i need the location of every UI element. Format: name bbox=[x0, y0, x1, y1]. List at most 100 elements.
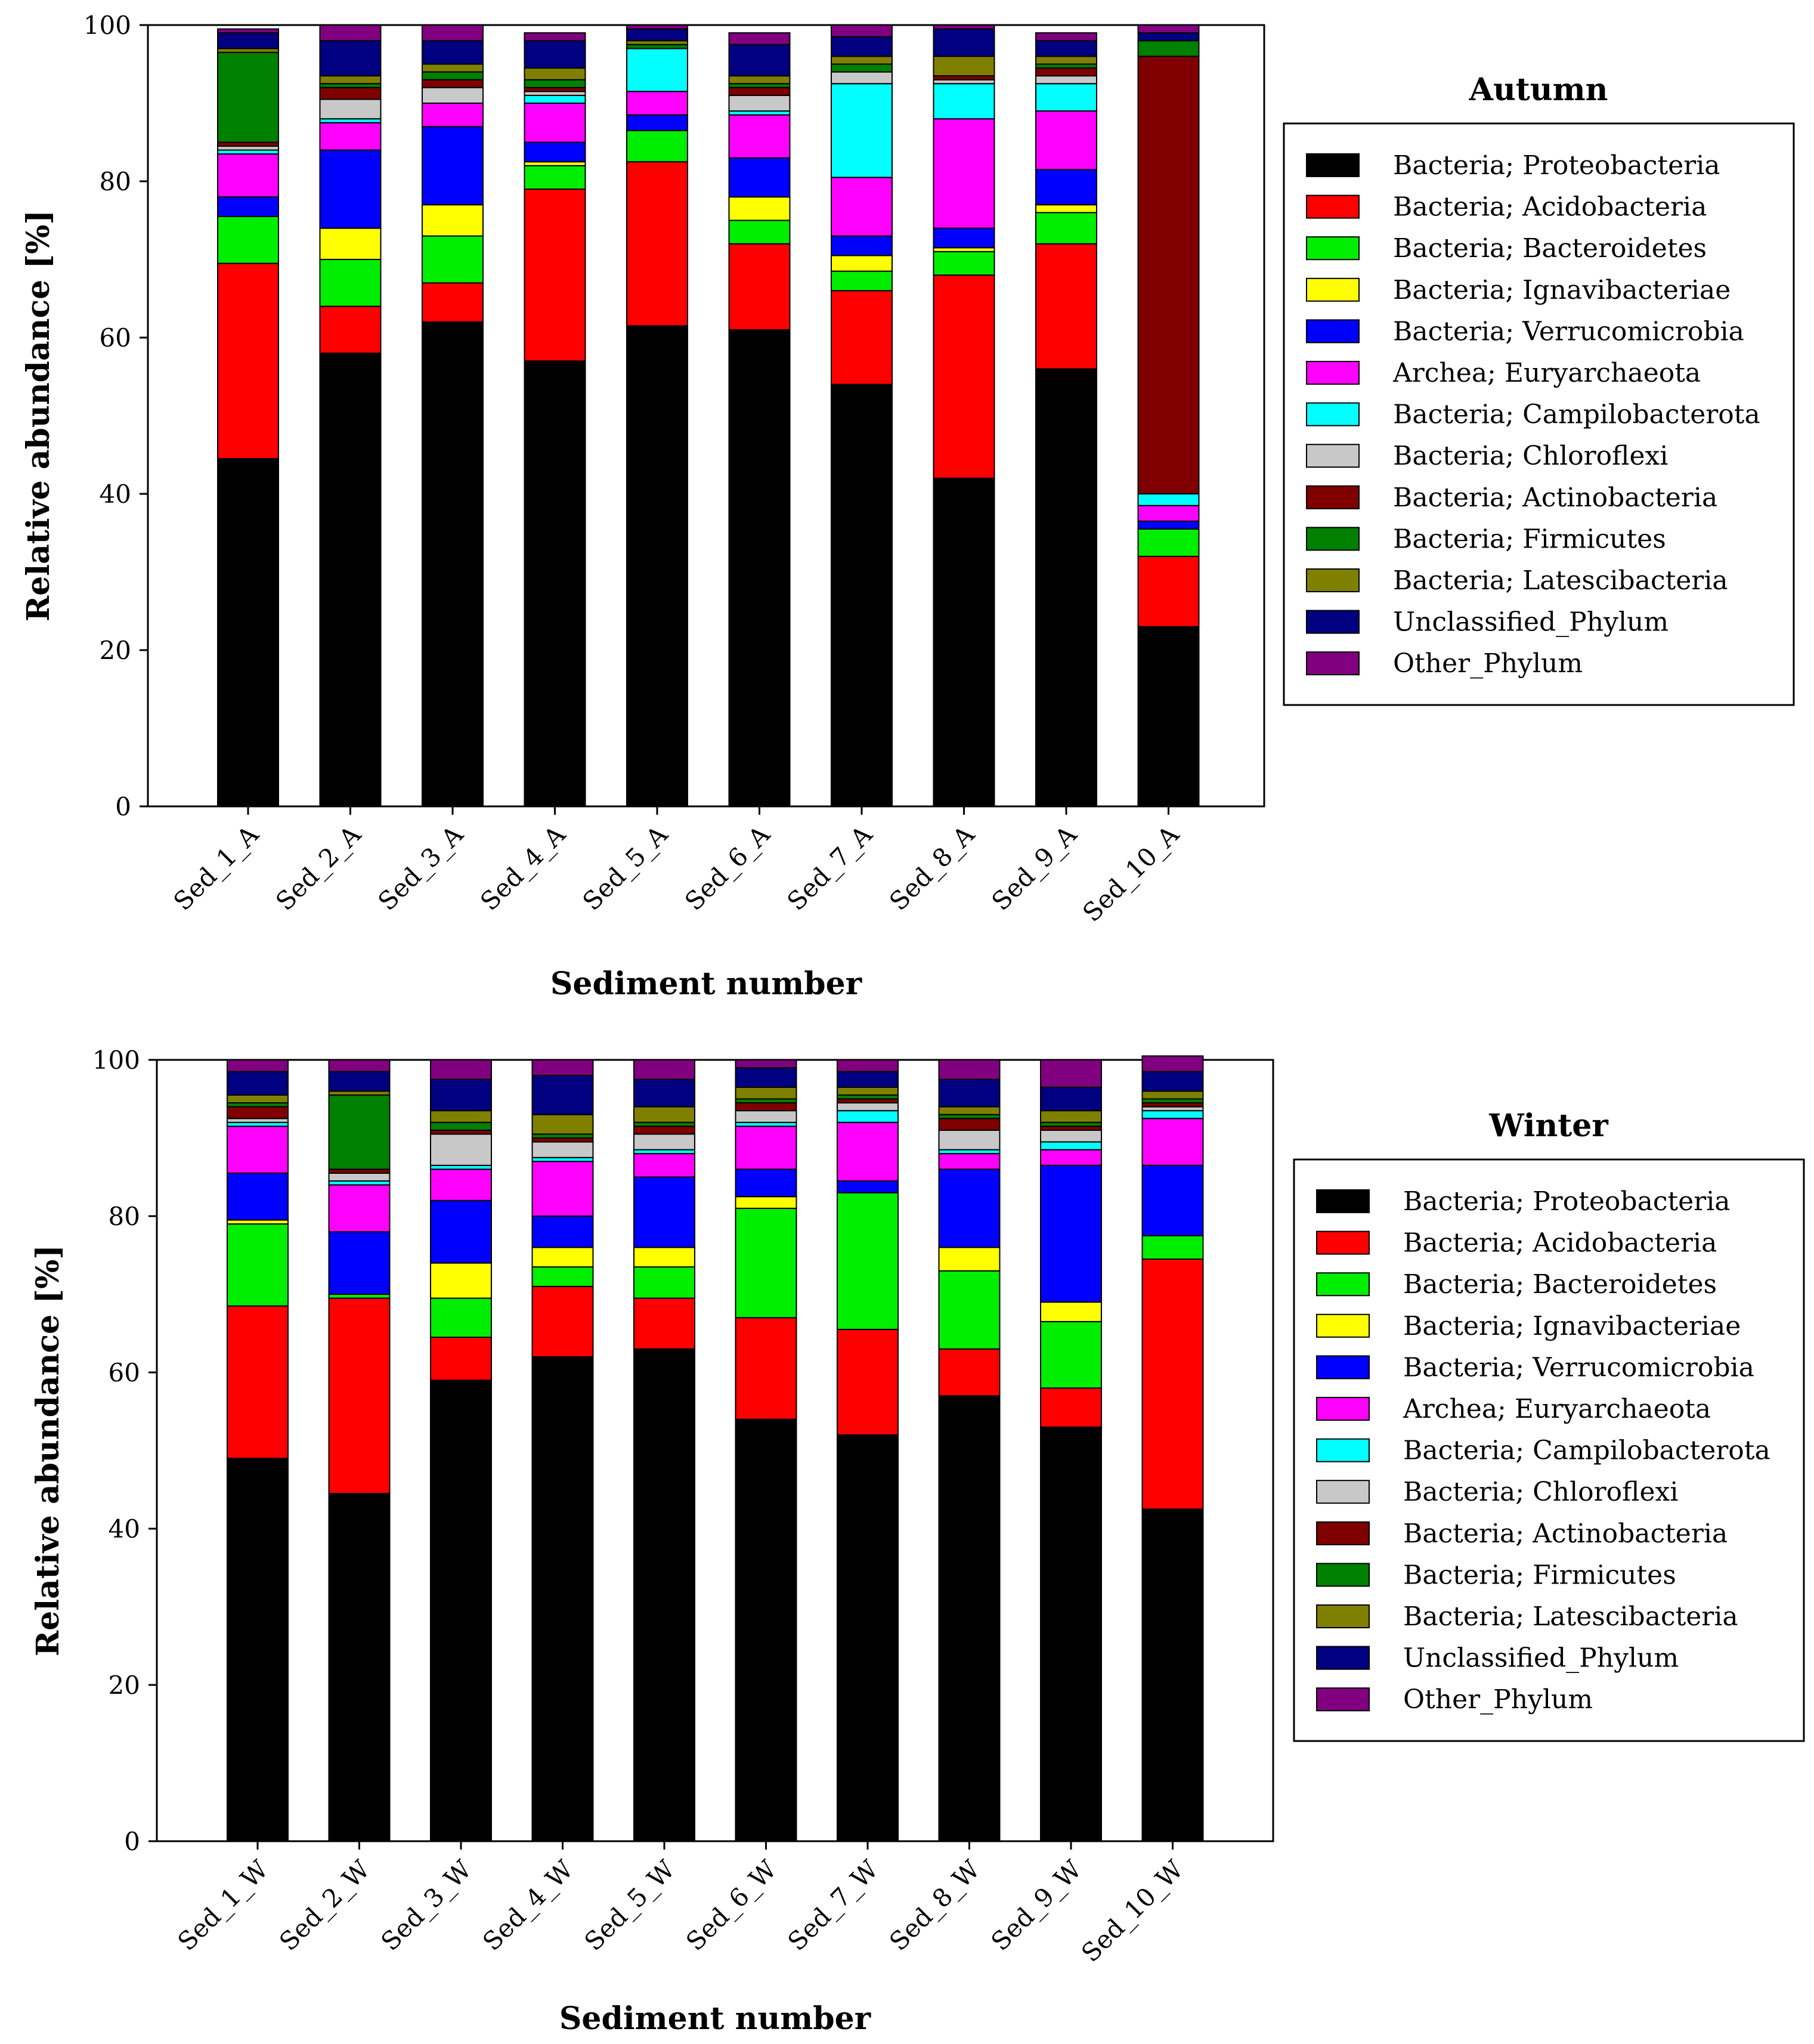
legend-swatch bbox=[1306, 236, 1360, 261]
bar-segment bbox=[217, 458, 279, 807]
bar-segment bbox=[633, 1106, 695, 1123]
legend-title: Autumn bbox=[1469, 72, 1608, 108]
bar-segment bbox=[227, 1172, 289, 1221]
bar-segment bbox=[328, 1172, 391, 1182]
bar-segment bbox=[531, 1059, 594, 1077]
plot-frame bbox=[147, 24, 1265, 808]
legend-entry: Bacteria; Ignavibacteriae bbox=[1393, 275, 1731, 305]
bar-segment bbox=[938, 1153, 1001, 1170]
bar-segment bbox=[633, 1153, 695, 1178]
legend-entry: Bacteria; Chloroflexi bbox=[1403, 1477, 1678, 1507]
bar-segment bbox=[735, 1168, 797, 1198]
bar-segment bbox=[728, 196, 791, 221]
bar-segment bbox=[422, 40, 484, 65]
bar-segment bbox=[735, 1067, 797, 1088]
bar-segment bbox=[938, 1059, 1001, 1080]
legend-swatch bbox=[1306, 194, 1360, 219]
y-tick-label: 100 bbox=[83, 11, 131, 40]
bar-segment bbox=[430, 1059, 492, 1080]
bar-segment bbox=[422, 321, 484, 807]
bar-segment bbox=[430, 1297, 492, 1338]
bar-segment bbox=[328, 1071, 391, 1092]
bar-segment bbox=[831, 55, 893, 65]
legend-entry: Bacteria; Chloroflexi bbox=[1393, 441, 1668, 471]
bar-segment bbox=[938, 1106, 1001, 1115]
bar-segment bbox=[1141, 1090, 1204, 1100]
x-tick-label: Sed_8_A bbox=[884, 820, 980, 916]
bar-segment bbox=[227, 1223, 289, 1307]
legend-swatch bbox=[1316, 1272, 1370, 1297]
bar-segment bbox=[728, 44, 791, 77]
x-tick-label: Sed_3_W bbox=[375, 1854, 477, 1956]
legend-entry: Bacteria; Acidobacteria bbox=[1393, 192, 1707, 222]
bar-segment bbox=[319, 86, 382, 100]
y-tick-label: 40 bbox=[100, 480, 131, 509]
bar-segment bbox=[1040, 1149, 1102, 1166]
bar-segment bbox=[633, 1348, 695, 1842]
legend-entry: Bacteria; Latescibacteria bbox=[1403, 1601, 1738, 1632]
bar-segment bbox=[933, 55, 995, 77]
bar-segment bbox=[633, 1078, 695, 1108]
bar-segment bbox=[837, 1328, 899, 1436]
bar-segment bbox=[430, 1133, 492, 1166]
bar-segment bbox=[735, 1196, 797, 1209]
bar-segment bbox=[328, 1094, 391, 1170]
bar-segment bbox=[524, 32, 586, 42]
bar-segment bbox=[728, 114, 791, 159]
bar-segment bbox=[938, 1348, 1001, 1397]
legend-swatch bbox=[1316, 1687, 1370, 1712]
legend-entry: Bacteria; Actinobacteria bbox=[1393, 483, 1717, 513]
y-tick-label: 40 bbox=[109, 1514, 140, 1544]
bar-segment bbox=[831, 63, 893, 73]
legend-swatch bbox=[1306, 153, 1360, 177]
bar-segment bbox=[227, 1305, 289, 1459]
x-tick-label: Sed_6_A bbox=[679, 820, 776, 916]
bar-segment bbox=[633, 1176, 695, 1248]
bar-segment bbox=[1035, 169, 1097, 206]
x-tick-label: Sed_2_W bbox=[274, 1854, 376, 1956]
bar-segment bbox=[1040, 1301, 1102, 1322]
bar-segment bbox=[1040, 1059, 1102, 1088]
legend-swatch bbox=[1306, 444, 1360, 468]
bar-segment bbox=[1141, 1258, 1204, 1510]
bar-segment bbox=[328, 1059, 391, 1072]
legend-entry: Bacteria; Acidobacteria bbox=[1403, 1228, 1717, 1258]
bar-segment bbox=[1137, 626, 1200, 807]
y-tick-label: 60 bbox=[100, 323, 131, 352]
bar-segment bbox=[633, 1125, 695, 1135]
bar-segment bbox=[1137, 505, 1200, 522]
bar-segment bbox=[422, 204, 484, 237]
bar-segment bbox=[1035, 75, 1097, 85]
bar-segment bbox=[1137, 32, 1200, 42]
bar-segment bbox=[227, 1125, 289, 1174]
bar-segment bbox=[1035, 67, 1097, 77]
bar-segment bbox=[1137, 40, 1200, 57]
legend-entry: Bacteria; Ignavibacteriae bbox=[1403, 1311, 1741, 1341]
bar-segment bbox=[837, 1192, 899, 1330]
bar-segment bbox=[938, 1129, 1001, 1151]
legend-entry: Unclassified_Phylum bbox=[1403, 1643, 1679, 1674]
bar-segment bbox=[1040, 1141, 1102, 1151]
legend-swatch bbox=[1316, 1397, 1370, 1421]
bar-segment bbox=[831, 36, 893, 57]
bar-segment bbox=[938, 1168, 1001, 1248]
legend-entry: Other_Phylum bbox=[1393, 648, 1583, 679]
legend-swatch bbox=[1316, 1189, 1370, 1213]
x-tick-label: Sed_3_A bbox=[372, 820, 469, 916]
bar-segment bbox=[227, 1094, 289, 1104]
bar-segment bbox=[837, 1180, 899, 1193]
bar-segment bbox=[319, 352, 382, 807]
bar-segment bbox=[328, 1297, 391, 1495]
y-tick-label: 100 bbox=[92, 1046, 140, 1075]
bar-segment bbox=[227, 1059, 289, 1072]
bar-segment bbox=[531, 1216, 594, 1248]
bar-segment bbox=[1141, 1118, 1204, 1166]
bar-segment bbox=[633, 1266, 695, 1299]
bar-segment bbox=[728, 157, 791, 198]
x-tick-label: Sed_4_A bbox=[475, 820, 571, 916]
bar-segment bbox=[735, 1207, 797, 1319]
bar-segment bbox=[319, 149, 382, 229]
legend-swatch bbox=[1306, 610, 1360, 634]
bar-segment bbox=[837, 1110, 899, 1123]
y-tick-label: 20 bbox=[109, 1671, 140, 1700]
